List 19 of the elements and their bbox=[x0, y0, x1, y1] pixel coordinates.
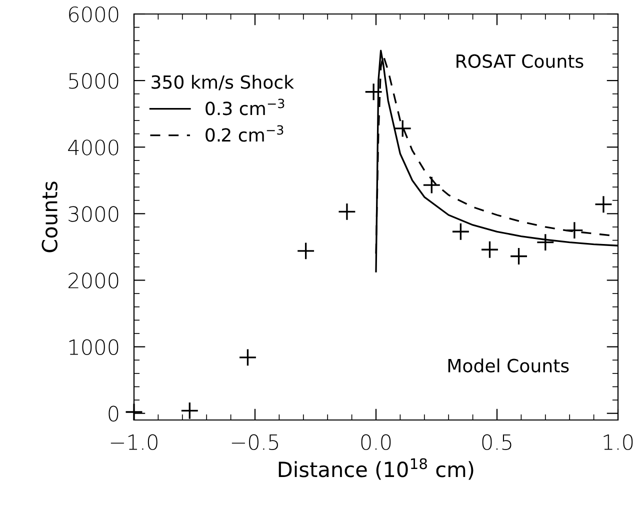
y-tick-label: 6000 bbox=[69, 6, 118, 22]
legend-label: 0.2 cm$^{−3}$ bbox=[206, 125, 284, 142]
x-tick-label: 0.0 bbox=[361, 434, 391, 450]
x-tick-label: −1.0 bbox=[110, 434, 158, 450]
y-tick-label: 5000 bbox=[69, 73, 118, 89]
legend-label: 0.3 cm$^{−3}$ bbox=[206, 98, 284, 116]
x-tick-label: −0.5 bbox=[232, 434, 278, 450]
y-axis-title: Counts bbox=[42, 182, 58, 252]
x-axis-title: Distance (10$^{18}$ cm) bbox=[278, 458, 474, 480]
y-tick-label: 4000 bbox=[68, 140, 118, 156]
x-tick-label: 1.0 bbox=[604, 434, 633, 450]
annotation: ROSAT Counts bbox=[456, 54, 584, 68]
y-tick-label: 2000 bbox=[68, 272, 118, 288]
y-tick-label: 1000 bbox=[69, 339, 118, 356]
y-tick-label: 3000 bbox=[68, 206, 118, 222]
legend-title: 350 km/s Shock bbox=[152, 74, 294, 90]
x-tick-label: 0.5 bbox=[482, 434, 512, 450]
annotation: Model Counts bbox=[448, 358, 569, 372]
y-tick-label: 0 bbox=[108, 406, 118, 422]
